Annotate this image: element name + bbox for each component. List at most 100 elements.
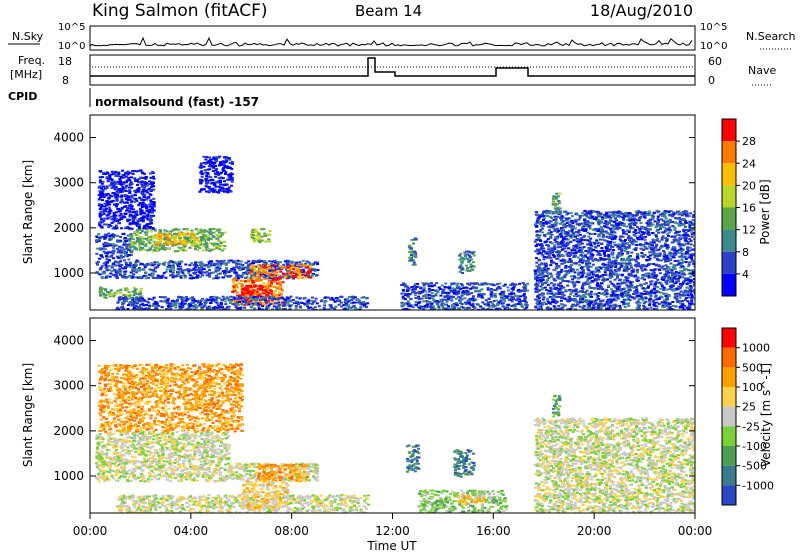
range-gate-cell: [363, 304, 367, 307]
range-gate-cell: [177, 262, 181, 265]
range-gate-cell: [648, 243, 652, 246]
range-gate-cell: [647, 272, 650, 275]
range-gate-cell: [273, 277, 277, 280]
range-gate-cell: [117, 245, 121, 248]
range-gate-cell: [642, 304, 645, 307]
range-gate-cell: [290, 261, 294, 264]
range-gate-cell: [119, 249, 123, 252]
range-gate-cell: [629, 240, 633, 243]
range-gate-cell: [260, 298, 264, 301]
range-gate-cell: [103, 248, 107, 251]
range-gate-cell: [180, 298, 184, 301]
range-gate-cell: [680, 236, 684, 239]
range-gate-cell: [143, 244, 147, 247]
noise-tick-low-right: 10^0: [700, 41, 727, 52]
range-gate-cell: [630, 223, 634, 226]
range-gate-cell: [147, 297, 151, 300]
range-gate-cell: [306, 275, 310, 278]
range-gate-cell: [684, 242, 688, 245]
range-gate-cell: [610, 262, 614, 264]
range-gate-cell: [411, 306, 415, 309]
range-gate-cell: [605, 288, 608, 291]
range-gate-cell: [179, 237, 183, 240]
range-gate-cell: [131, 268, 135, 271]
range-gate-cell: [218, 272, 222, 275]
range-gate-cell: [239, 267, 243, 270]
range-gate-cell: [581, 307, 585, 310]
range-gate-cell: [692, 231, 695, 234]
range-gate-cell: [186, 298, 190, 301]
range-gate-cell: [494, 296, 497, 298]
range-gate-cell: [668, 231, 672, 234]
range-gate-cell: [577, 281, 581, 284]
range-gate-cell: [439, 288, 443, 291]
range-gate-cell: [666, 223, 670, 226]
range-gate-cell: [244, 261, 248, 264]
range-gate-cell: [607, 256, 611, 259]
range-gate-cell: [654, 245, 658, 248]
range-gate-cell: [267, 304, 271, 307]
range-gate-cell: [673, 267, 677, 270]
range-gate-cell: [623, 265, 627, 268]
noise-tick-high-left: 10^5: [58, 22, 85, 33]
range-gate-cell: [277, 294, 281, 297]
range-gate-cell: [637, 219, 641, 222]
range-gate-cell: [538, 234, 542, 237]
range-gate-cell: [260, 301, 263, 304]
range-gate-cell: [513, 305, 517, 308]
range-gate-cell: [565, 272, 569, 275]
range-gate-cell: [678, 302, 682, 305]
range-gate-cell: [431, 305, 435, 308]
range-gate-cell: [138, 243, 142, 246]
range-gate-cell: [100, 254, 104, 257]
range-gate-cell: [487, 283, 491, 286]
range-gate-cell: [136, 237, 140, 240]
range-gate-cell: [204, 235, 208, 237]
range-gate-cell: [673, 260, 677, 262]
range-gate-cell: [193, 271, 197, 274]
range-gate-cell: [482, 307, 485, 310]
range-gate-cell: [443, 307, 447, 310]
range-gate-cell: [678, 220, 682, 223]
range-gate-cell: [622, 232, 625, 235]
range-gate-cell: [213, 306, 217, 309]
range-gate-cell: [163, 229, 167, 232]
range-gate-cell: [161, 248, 165, 251]
range-gate-cell: [681, 300, 685, 302]
range-gate-cell: [547, 248, 550, 251]
range-gate-cell: [129, 253, 133, 256]
range-gate-cell: [178, 233, 181, 236]
range-gate-cell: [566, 238, 570, 241]
range-gate-cell: [148, 248, 152, 251]
range-gate-cell: [663, 299, 666, 302]
range-gate-cell: [469, 304, 473, 307]
range-gate-cell: [662, 250, 665, 252]
range-gate-cell: [271, 297, 275, 300]
range-gate-cell: [182, 234, 186, 237]
range-gate-cell: [115, 308, 119, 310]
range-gate-cell: [569, 251, 573, 254]
range-gate-cell: [240, 279, 244, 282]
range-gate-cell: [235, 291, 239, 294]
range-gate-cell: [414, 282, 417, 285]
range-gate-cell: [291, 275, 295, 278]
range-gate-cell: [409, 247, 413, 250]
range-gate-cell: [558, 250, 562, 253]
range-gate-cell: [669, 252, 673, 255]
range-gate-cell: [410, 238, 414, 241]
range-gate-cell: [99, 267, 103, 270]
range-gate-cell: [524, 285, 528, 288]
range-gate-cell: [405, 302, 409, 305]
range-gate-cell: [290, 271, 294, 274]
range-gate-cell: [574, 262, 578, 265]
range-gate-cell: [214, 268, 218, 271]
range-gate-cell: [289, 273, 293, 276]
range-gate-cell: [200, 308, 204, 310]
range-gate-cell: [265, 293, 269, 296]
range-gate-cell: [491, 302, 495, 305]
range-gate-cell: [442, 298, 445, 301]
range-gate-cell: [588, 301, 592, 304]
range-gate-cell: [462, 293, 466, 296]
range-gate-cell: [628, 260, 631, 263]
range-gate-cell: [175, 300, 179, 302]
